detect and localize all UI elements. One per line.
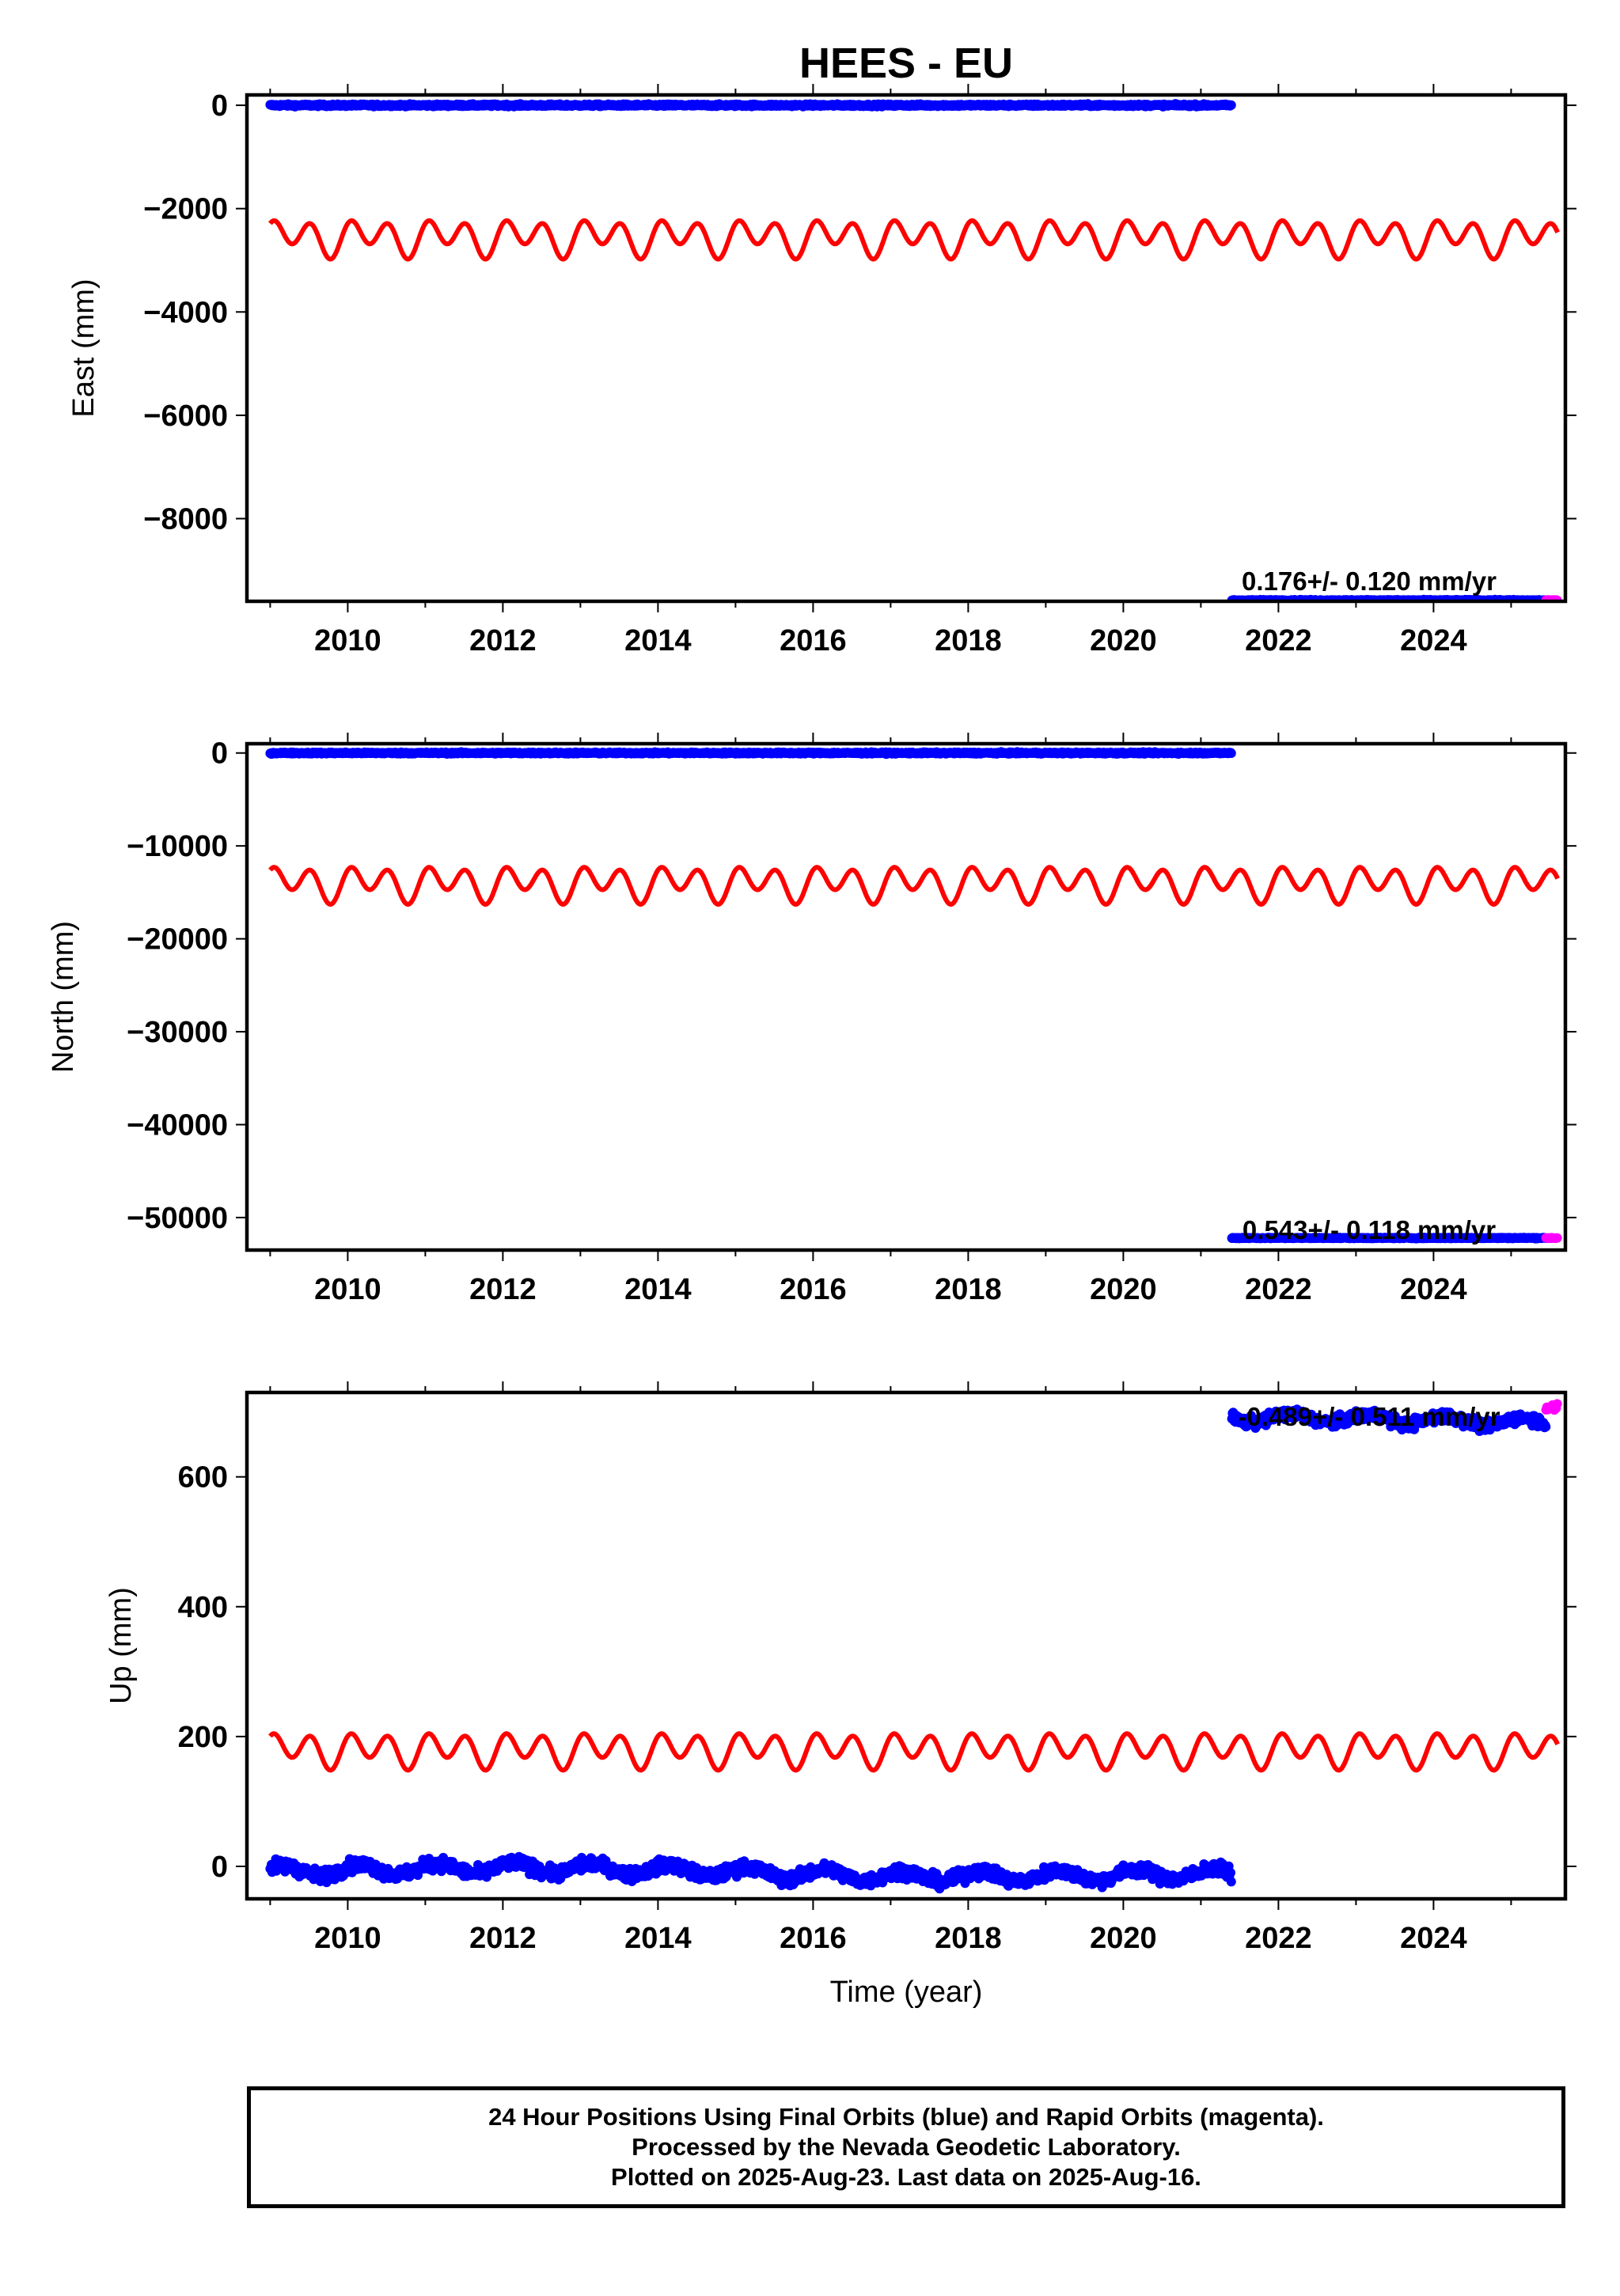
y-tick-label: −50000 xyxy=(127,1202,228,1235)
plot-data xyxy=(265,1399,1562,1894)
y-tick-label: −4000 xyxy=(143,296,228,329)
panel-1: 2010 2012 2014 2016 2018 2020 2022 2024 0 −2000 −4… xyxy=(67,84,1576,657)
x-tick-label: 2022 xyxy=(1245,624,1312,657)
y-tick-label: −30000 xyxy=(127,1016,228,1049)
x-tick-label: 2024 xyxy=(1400,1273,1467,1306)
x-tick-label: 2018 xyxy=(935,624,1002,657)
y-axis-label: East (mm) xyxy=(67,278,101,417)
model-curve xyxy=(268,865,1560,907)
y-tick-label: −6000 xyxy=(143,400,228,433)
x-tick-label: 2014 xyxy=(624,1273,692,1306)
x-tick-label: 2020 xyxy=(1090,624,1157,657)
x-tick-label: 2016 xyxy=(780,624,847,657)
plot-data xyxy=(265,99,1562,601)
y-tick-label: 0 xyxy=(211,89,228,123)
chart-panels: 2010 2012 2014 2016 2018 2020 2022 2024 0 −2000 −4… xyxy=(47,84,1576,1955)
panel-3: 2010 2012 2014 2016 2018 2020 2022 202402004006… xyxy=(104,1381,1576,1955)
x-tick-label: 2012 xyxy=(469,624,537,657)
x-tick-label: 2020 xyxy=(1090,1273,1157,1306)
rate-label: 0.543+/- 0.118 mm/yr xyxy=(1243,1215,1496,1245)
rapid-orbit-point xyxy=(1552,1233,1562,1243)
plot-data xyxy=(265,747,1562,1244)
x-tick-label: 2010 xyxy=(314,1273,381,1306)
x-tick-label: 2012 xyxy=(469,1273,537,1306)
plot-frame xyxy=(245,93,1568,604)
model-curve xyxy=(268,1731,1560,1773)
final-orbit-point xyxy=(1226,100,1236,110)
x-tick-label: 2024 xyxy=(1400,624,1467,657)
x-tick-label: 2022 xyxy=(1245,1273,1312,1306)
y-tick-label: −10000 xyxy=(127,830,228,863)
x-tick-label: 2016 xyxy=(780,1273,847,1306)
y-tick-label: −40000 xyxy=(127,1108,228,1142)
x-tick-label: 2018 xyxy=(935,1273,1002,1306)
y-tick-label: −2000 xyxy=(143,193,228,226)
rate-label: 0.176+/- 0.120 mm/yr xyxy=(1242,566,1497,596)
final-orbit-point xyxy=(1226,748,1236,758)
y-axis-label: North (mm) xyxy=(47,921,80,1073)
y-tick-label: −20000 xyxy=(127,923,228,957)
panel-2: 2010 2012 2014 2016 2018 2020 2022 2024 0 −10000 −… xyxy=(47,733,1576,1306)
y-tick-label: −8000 xyxy=(143,503,228,536)
x-tick-label: 2014 xyxy=(624,624,692,657)
model-curve xyxy=(268,218,1560,262)
plot-frame xyxy=(245,741,1568,1252)
y-tick-label: 0 xyxy=(211,737,228,771)
chart-title: HEES - EU xyxy=(799,40,1013,87)
x-tick-label: 2010 xyxy=(314,624,381,657)
